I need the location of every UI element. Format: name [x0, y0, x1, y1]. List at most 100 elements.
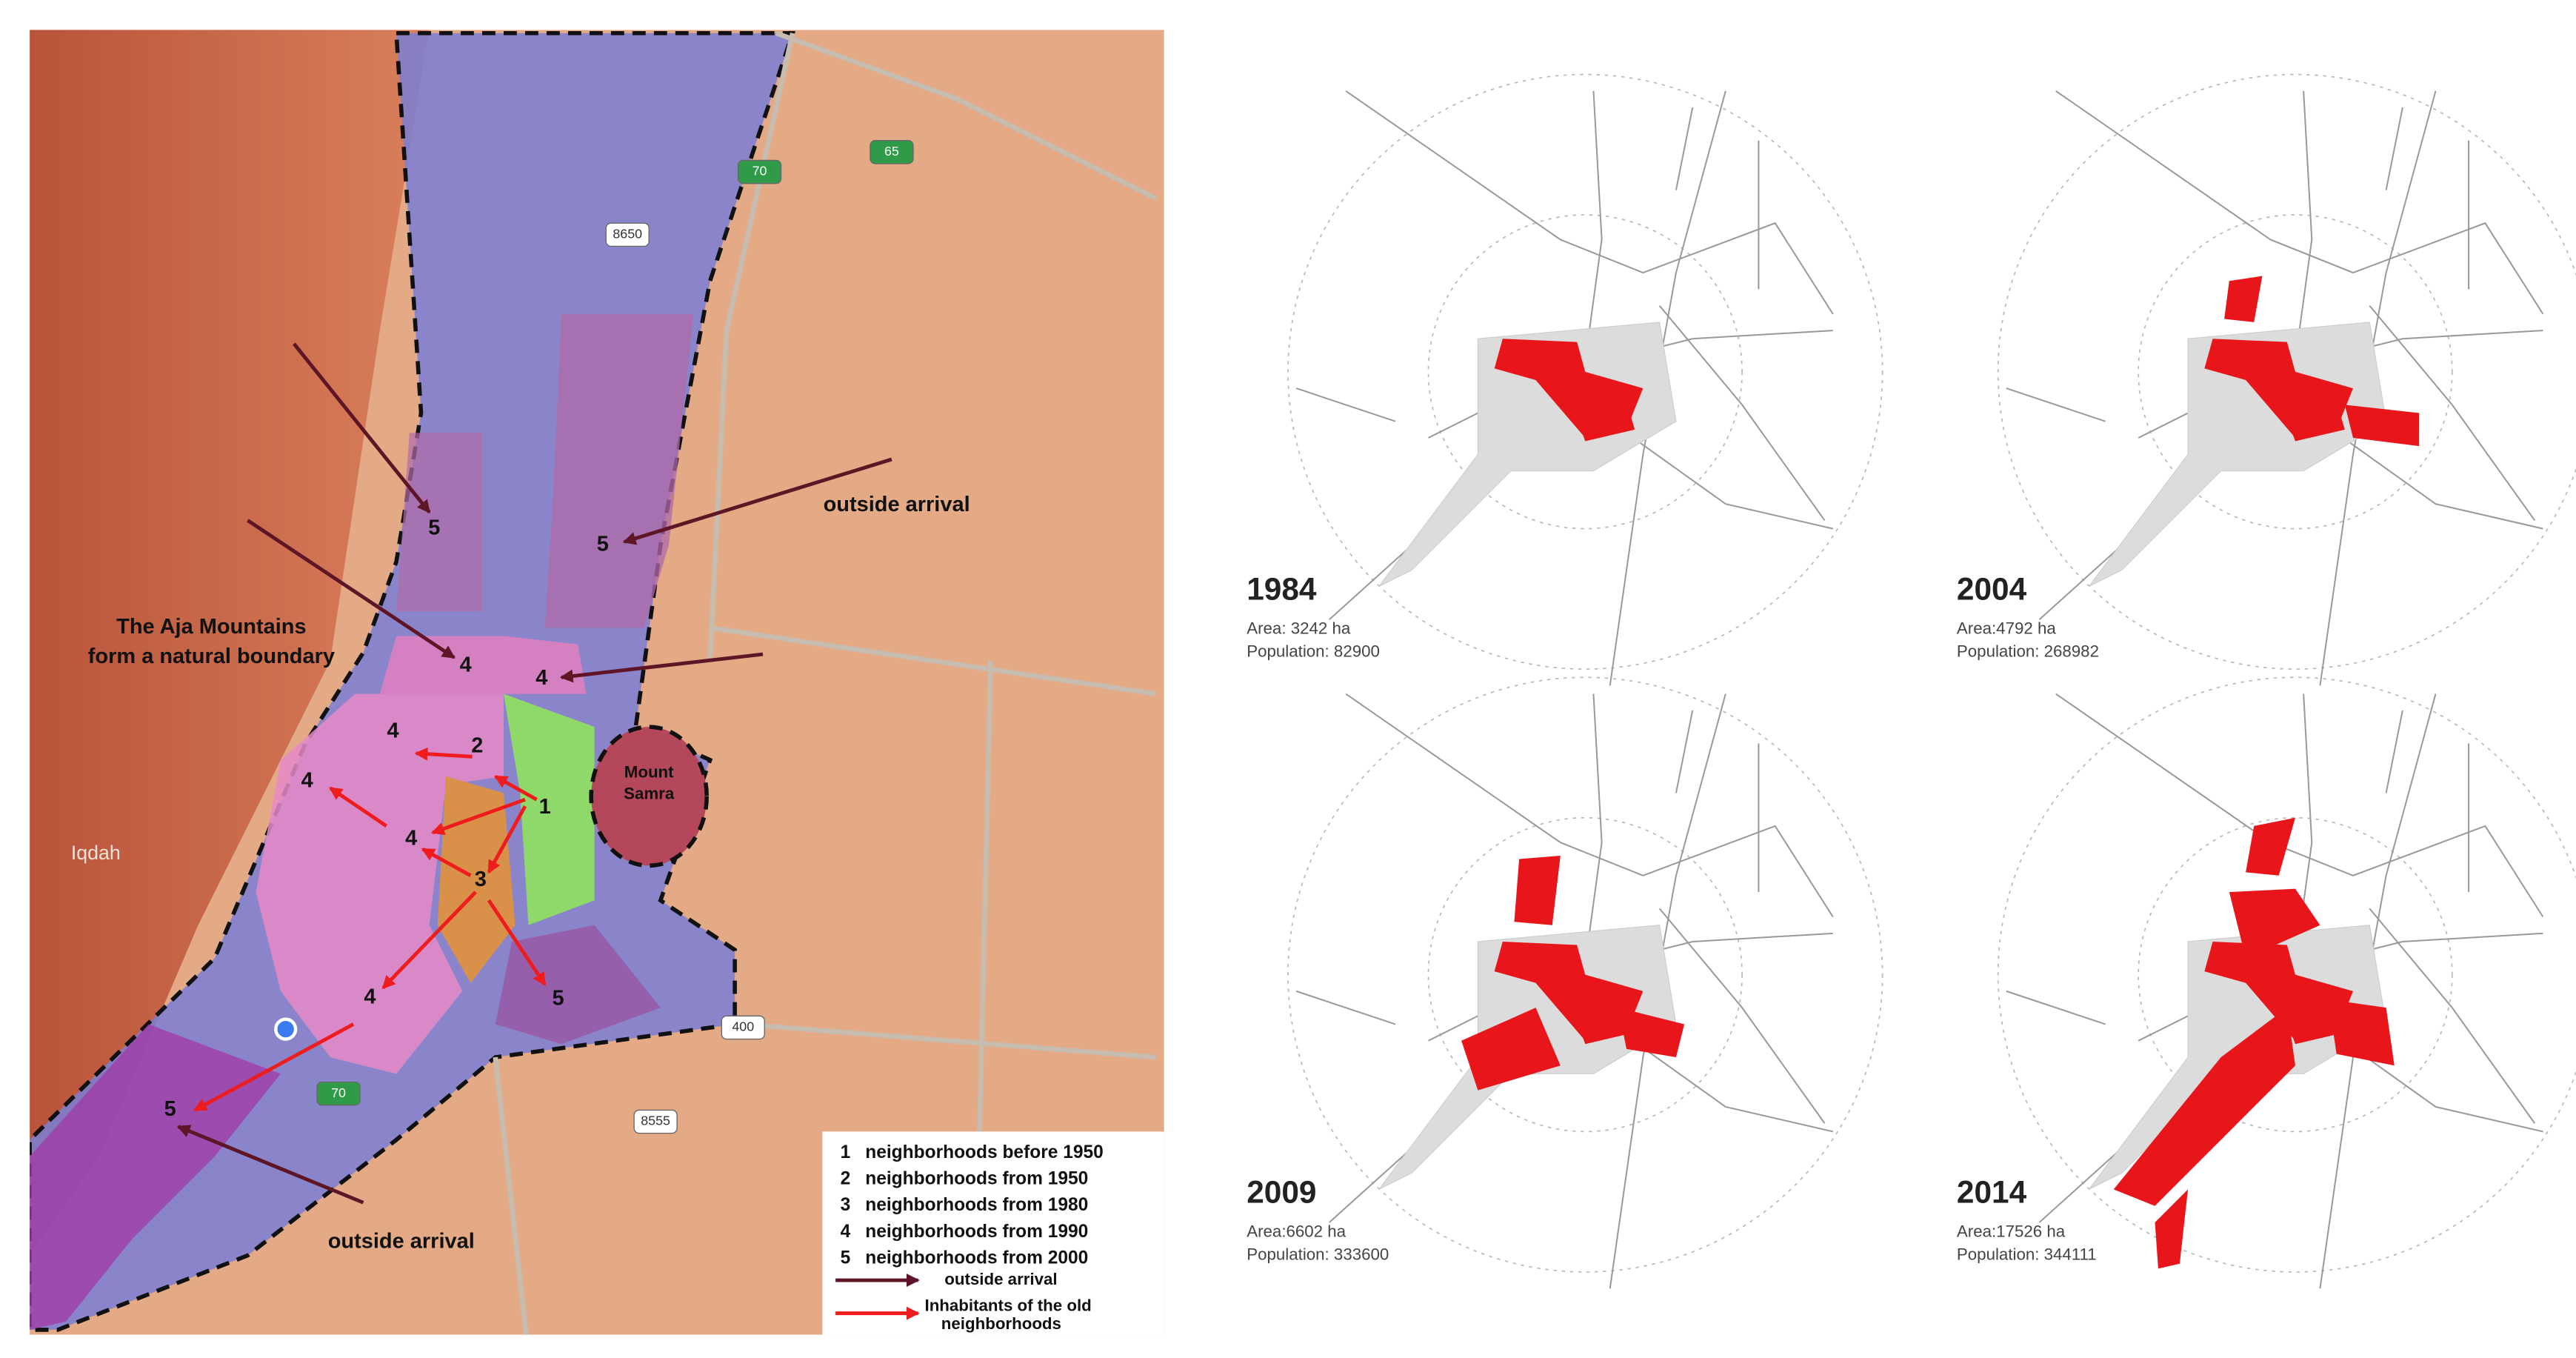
mount-samra — [589, 725, 710, 868]
zone-1950-1980 — [437, 776, 515, 983]
road-label: 400 — [732, 1019, 754, 1034]
legend-text: neighborhoods from 1950 — [865, 1169, 1088, 1189]
panel-population: Population: 82900 — [1247, 642, 1380, 661]
urban-extent — [2344, 405, 2420, 447]
urban-extent — [2155, 1189, 2189, 1269]
old-inhabitants-arrow — [421, 847, 472, 877]
old-inhabitants-arrow — [431, 797, 526, 835]
urban-extent — [1461, 1008, 1561, 1091]
neighborhood-marker: 4 — [460, 653, 472, 676]
old-inhabitants-arrow — [329, 786, 388, 828]
panel-population: Population: 333600 — [1247, 1245, 1389, 1263]
urban-extent — [2113, 1008, 2295, 1206]
panel-year: 2009 — [1247, 1174, 1316, 1209]
neighborhood-marker: 4 — [301, 768, 313, 792]
legend-text: neighborhoods before 1950 — [865, 1142, 1103, 1162]
neighborhood-marker: 4 — [405, 826, 417, 850]
inner-ring — [1427, 214, 1744, 530]
road-label: 65 — [884, 144, 899, 159]
old-inhabitants-arrow — [487, 899, 547, 986]
outside-arrival-arrow — [247, 519, 456, 659]
road-label: 8555 — [641, 1114, 670, 1128]
urban-extent — [2224, 276, 2263, 322]
outer-ring — [1997, 73, 2576, 670]
growth-panel: 2004 Area:4792 ha Population: 268982 — [1957, 73, 2576, 686]
road-shield — [633, 1109, 678, 1134]
urban-extent — [2229, 888, 2320, 959]
legend-text: Inhabitants of the old — [925, 1297, 1092, 1315]
legend-text: outside arrival — [944, 1270, 1057, 1288]
road-shield — [737, 159, 782, 184]
old-inhabitants-arrow — [487, 805, 527, 874]
growth-panel: 1984 Area: 3242 ha Population: 82900 — [1247, 73, 1883, 686]
urban-extent — [2278, 396, 2345, 442]
legend-number: 3 — [841, 1195, 851, 1215]
road-shield — [605, 222, 650, 247]
urban-extent — [1618, 1008, 1685, 1058]
legend-number: 5 — [841, 1248, 851, 1268]
inner-ring — [2138, 214, 2453, 530]
mountains — [30, 30, 430, 1256]
zone-2000 — [544, 313, 694, 628]
road-shield — [316, 1081, 361, 1106]
urban-extent — [1514, 856, 1561, 925]
location-pin — [274, 1017, 298, 1041]
outside-arrival-arrow — [559, 652, 764, 683]
panel-year: 2004 — [1957, 572, 2027, 607]
road-label: 70 — [331, 1085, 346, 1100]
neighborhood-marker: 4 — [535, 666, 547, 690]
urban-extent — [1569, 396, 1635, 442]
neighborhood-marker: 5 — [164, 1097, 176, 1121]
boundary-caption: form a natural boundary — [88, 645, 335, 668]
zone-2000 — [30, 1024, 281, 1330]
neighborhood-marker: 5 — [553, 987, 564, 1011]
growth-panel: 2014 Area:17526 ha Population: 344111 — [1957, 676, 2576, 1289]
growth-panels: 1984 Area: 3242 ha Population: 82900 2004 Ar… — [1247, 73, 2576, 1289]
neighborhood-marker: 5 — [428, 516, 440, 539]
outside-arrival-arrow — [622, 457, 892, 545]
legend-number: 1 — [841, 1142, 851, 1162]
old-inhabitants-arrow — [493, 774, 538, 802]
outer-ring — [1287, 676, 1883, 1273]
neighborhood-marker: 4 — [364, 985, 376, 1008]
panel-year: 1984 — [1247, 572, 1317, 607]
legend-text: neighborhoods — [941, 1314, 1061, 1333]
panel-population: Population: 268982 — [1957, 642, 2099, 661]
zone-2000 — [495, 925, 661, 1045]
panel-area: Area:6602 ha — [1247, 1222, 1346, 1240]
neighborhood-marker: 1 — [539, 795, 551, 819]
legend-text: neighborhoods from 1980 — [865, 1195, 1088, 1215]
old-inhabitants-arrow — [193, 1022, 355, 1112]
urban-extent — [2278, 999, 2345, 1045]
outside-arrival-arrow — [176, 1125, 364, 1205]
panel-year: 2014 — [1957, 1174, 2027, 1209]
zone-2000 — [396, 433, 483, 612]
inner-ring — [1427, 816, 1744, 1133]
road — [493, 30, 1158, 1335]
legend-number: 4 — [841, 1222, 851, 1242]
mount-samra-label: Samra — [624, 784, 675, 802]
panel-population: Population: 344111 — [1957, 1245, 2097, 1263]
neighborhood-marker: 3 — [475, 868, 487, 891]
legend-number: 2 — [841, 1169, 851, 1189]
old-inhabitants-arrow — [381, 891, 477, 990]
legend-text: neighborhoods from 1990 — [865, 1222, 1088, 1242]
zone-1990 — [256, 693, 504, 1074]
arrival-caption: outside arrival — [328, 1229, 475, 1253]
panel-area: Area:17526 ha — [1957, 1222, 2066, 1240]
zone-1990 — [379, 636, 587, 694]
road-label: 70 — [753, 164, 767, 179]
road-shield — [870, 140, 914, 164]
outer-ring — [1287, 73, 1883, 670]
boundary-caption: The Aja Mountains — [116, 615, 306, 639]
arrival-caption: outside arrival — [824, 493, 970, 516]
urban-extent — [2328, 999, 2395, 1066]
neighborhood-marker: 4 — [387, 719, 399, 742]
road-label: 8650 — [613, 226, 642, 241]
road-shield — [721, 1015, 765, 1040]
urban-extent — [2246, 817, 2295, 876]
growth-panel: 2009 Area:6602 ha Population: 333600 — [1247, 676, 1883, 1289]
zone-before-1950 — [503, 693, 595, 925]
